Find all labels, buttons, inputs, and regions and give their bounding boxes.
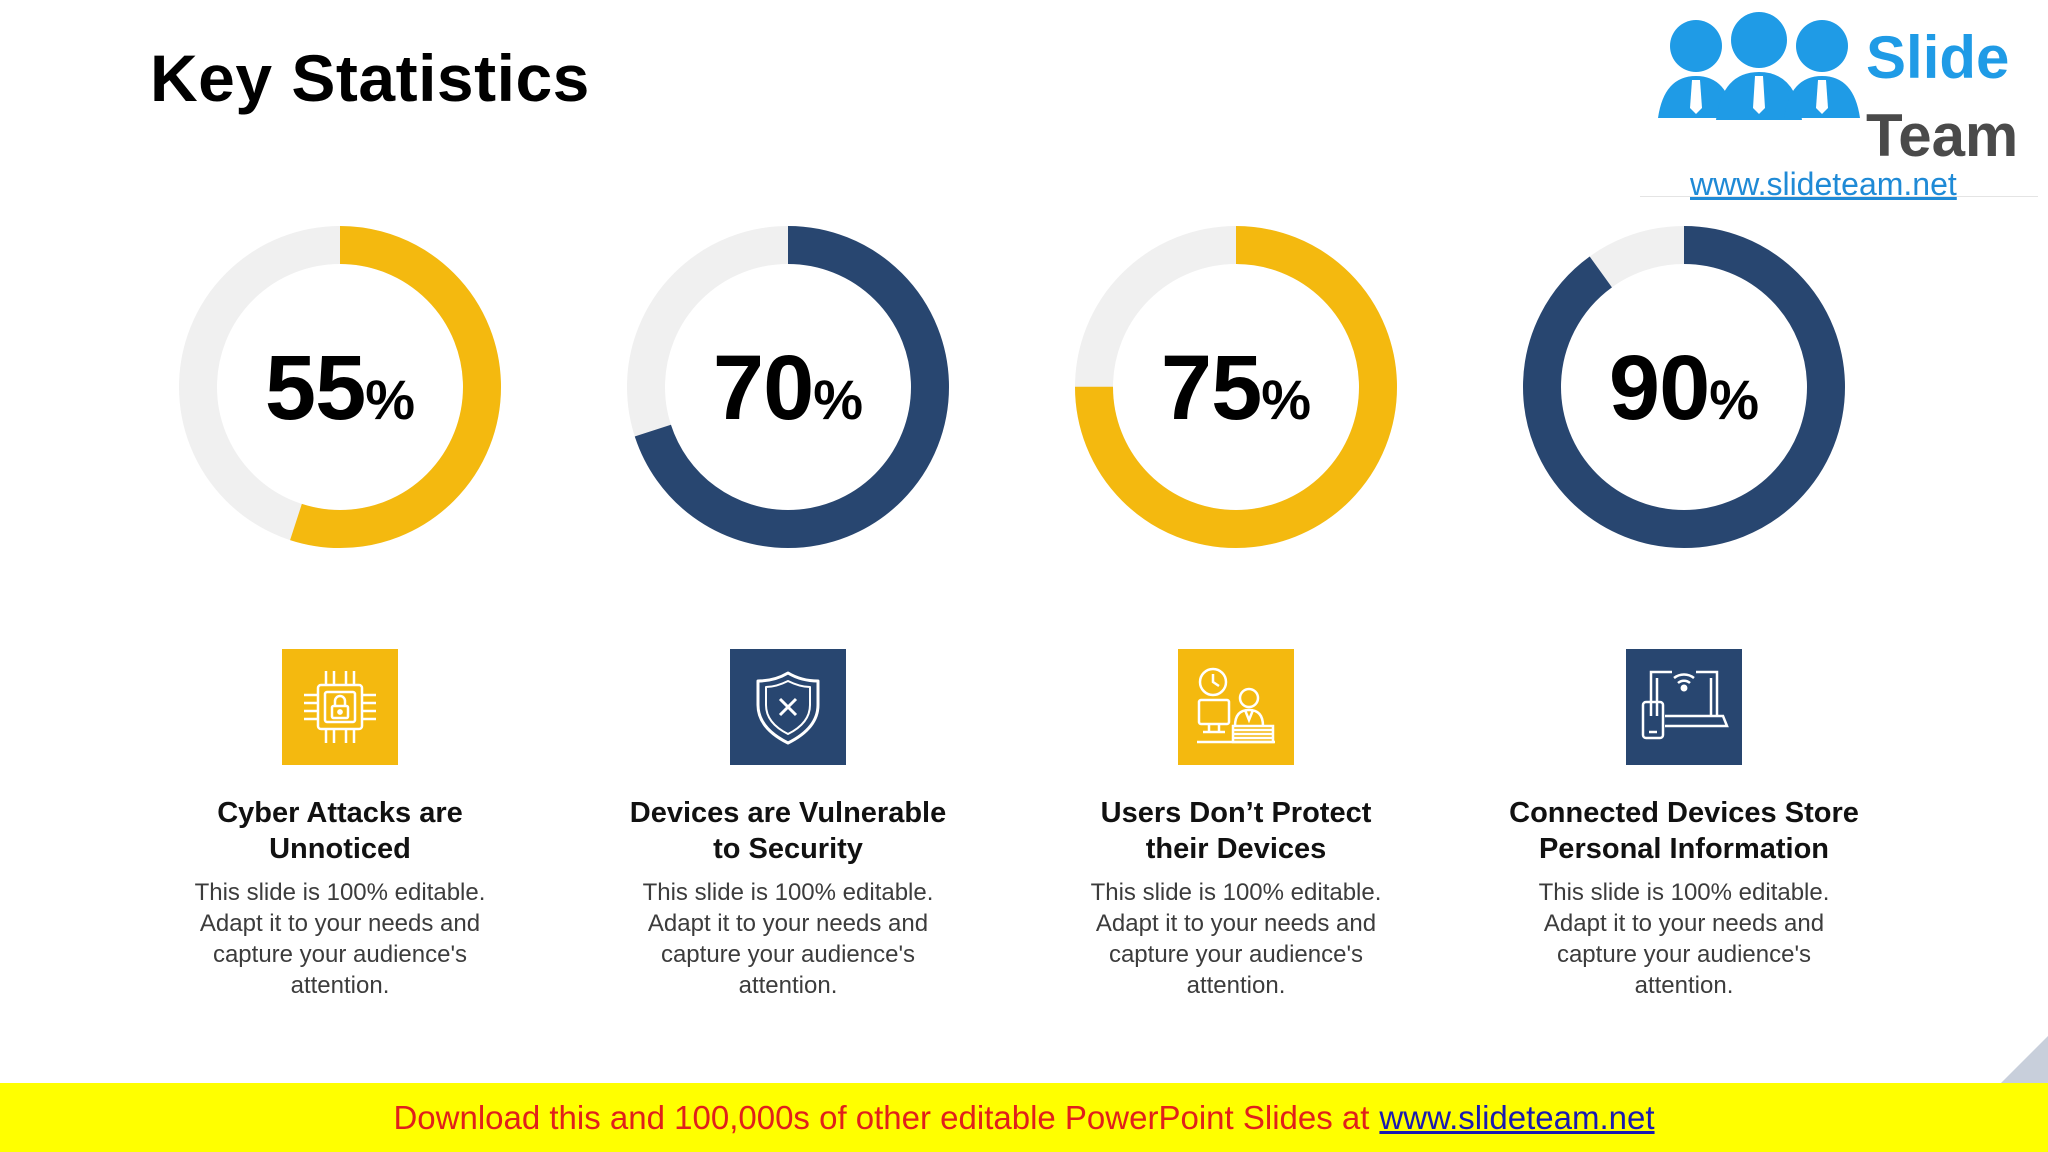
percent-value: 55%: [175, 342, 505, 434]
stat-title: Users Don’t Protect their Devices: [1026, 795, 1446, 867]
donut-arc: [179, 226, 501, 548]
donut-arc: [627, 226, 949, 548]
stat-card-4: 90% Connected Devices Store Personal Inf…: [1474, 222, 1894, 1012]
stat-title: Connected Devices Store Personal Informa…: [1474, 795, 1894, 867]
logo-word-team: Team: [1866, 102, 2019, 169]
percent-sign: %: [1261, 368, 1312, 431]
stat-title-line: Connected Devices Store: [1509, 797, 1859, 829]
stat-title-line: to Security: [713, 833, 863, 865]
donut-arc: [1075, 226, 1397, 548]
stat-title-line: Devices are Vulnerable: [629, 797, 947, 829]
shield-x-icon: [730, 649, 846, 765]
logo-word-slide: Slide: [1866, 24, 2010, 91]
banner-text: Download this and 100,000s of other edit…: [393, 1098, 1370, 1136]
percent-value: 75%: [1071, 342, 1401, 434]
stat-description: This slide is 100% editable. Adapt it to…: [1090, 879, 1382, 999]
banner-link[interactable]: www.slideteam.net: [1379, 1098, 1655, 1136]
percent-number: 55: [264, 337, 366, 439]
percent-value: 90%: [1519, 342, 1849, 434]
team-people-icon: [1658, 12, 1860, 120]
page-curl-corner: [1998, 1036, 2048, 1086]
donut-chart-2: [627, 226, 949, 548]
user-at-desk-icon: [1178, 649, 1294, 765]
stat-title-line: Personal Information: [1538, 833, 1830, 865]
stat-card-1: 55% Cyber Attacks are Unnoticed This sli…: [130, 222, 550, 1012]
stat-title-line: Cyber Attacks are: [217, 797, 463, 829]
stat-description: This slide is 100% editable. Adapt it to…: [1538, 879, 1830, 999]
percent-value: 70%: [623, 342, 953, 434]
stat-card-3: 75% Users Don’t Protect their Devices Th…: [1026, 222, 1446, 1012]
percent-sign: %: [813, 368, 864, 431]
stat-title-line: their Devices: [1145, 833, 1327, 865]
connected-devices-icon: [1626, 649, 1742, 765]
percent-sign: %: [365, 368, 416, 431]
stat-title-line: Unnoticed: [269, 833, 411, 865]
stat-title: Devices are Vulnerable to Security: [578, 795, 998, 867]
stat-title-line: Users Don’t Protect: [1100, 797, 1372, 829]
donut-arc: [1523, 226, 1845, 548]
percent-number: 90: [1608, 337, 1710, 439]
slide-title: Key Statistics: [150, 41, 590, 115]
stat-description: This slide is 100% editable. Adapt it to…: [642, 879, 934, 999]
chip-lock-icon: [282, 649, 398, 765]
stat-card-2: 70% Devices are Vulnerable to Security T…: [578, 222, 998, 1012]
donut-chart-4: [1523, 226, 1845, 548]
percent-sign: %: [1709, 368, 1760, 431]
donut-chart-1: [179, 226, 501, 548]
percent-number: 70: [712, 337, 814, 439]
donut-chart-3: [1075, 226, 1397, 548]
download-banner[interactable]: Download this and 100,000s of other edit…: [0, 1083, 2048, 1152]
stat-title: Cyber Attacks are Unnoticed: [130, 795, 550, 867]
stat-description: This slide is 100% editable. Adapt it to…: [194, 879, 486, 999]
slideteam-logo[interactable]: Slide Team www.slideteam.net: [1640, 6, 2038, 202]
logo-url-link[interactable]: www.slideteam.net: [1690, 166, 1957, 202]
percent-number: 75: [1160, 337, 1262, 439]
